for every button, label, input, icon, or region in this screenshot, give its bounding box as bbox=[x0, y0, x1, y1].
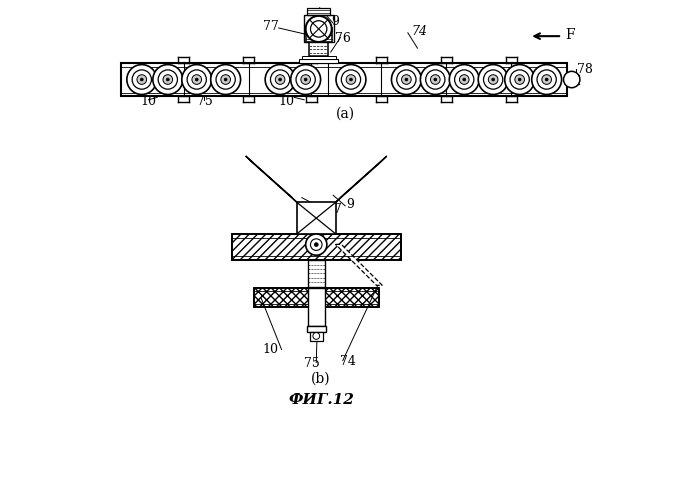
Bar bbox=[253, 288, 379, 307]
Circle shape bbox=[296, 70, 315, 89]
Circle shape bbox=[336, 65, 366, 94]
Circle shape bbox=[270, 70, 290, 89]
Circle shape bbox=[397, 70, 416, 89]
Circle shape bbox=[421, 65, 450, 94]
Circle shape bbox=[313, 333, 320, 339]
Circle shape bbox=[132, 70, 151, 89]
Polygon shape bbox=[335, 244, 382, 285]
Text: 78: 78 bbox=[577, 64, 592, 76]
Circle shape bbox=[463, 78, 466, 81]
Text: (b): (b) bbox=[312, 371, 331, 386]
Bar bbox=[307, 260, 325, 287]
Text: ФИГ.12: ФИГ.12 bbox=[288, 393, 354, 407]
Circle shape bbox=[542, 75, 552, 84]
Bar bbox=[121, 63, 567, 96]
Circle shape bbox=[426, 70, 445, 89]
Circle shape bbox=[346, 75, 356, 84]
Circle shape bbox=[195, 78, 198, 81]
Bar bbox=[307, 288, 325, 326]
Text: 10: 10 bbox=[141, 95, 157, 107]
Circle shape bbox=[306, 16, 332, 42]
Circle shape bbox=[449, 65, 480, 94]
Bar bbox=[297, 202, 335, 234]
Circle shape bbox=[167, 78, 169, 81]
Circle shape bbox=[140, 78, 143, 81]
Circle shape bbox=[265, 65, 295, 94]
Text: 77: 77 bbox=[262, 20, 279, 33]
Circle shape bbox=[311, 239, 322, 251]
Circle shape bbox=[224, 78, 227, 81]
Bar bbox=[253, 288, 379, 307]
Circle shape bbox=[182, 65, 211, 94]
Circle shape bbox=[342, 70, 360, 89]
Text: (a): (a) bbox=[335, 106, 355, 120]
Text: 76: 76 bbox=[335, 32, 351, 45]
Text: 74: 74 bbox=[340, 355, 356, 368]
Circle shape bbox=[391, 65, 421, 94]
Bar bbox=[306, 28, 332, 42]
Bar bbox=[304, 15, 334, 42]
Bar bbox=[232, 234, 400, 260]
Circle shape bbox=[518, 78, 521, 81]
Circle shape bbox=[489, 75, 498, 84]
Circle shape bbox=[314, 243, 318, 247]
Bar bbox=[232, 234, 400, 260]
Circle shape bbox=[430, 75, 440, 84]
Text: F: F bbox=[565, 28, 575, 42]
Circle shape bbox=[301, 75, 311, 84]
Text: 74: 74 bbox=[412, 25, 428, 38]
Bar bbox=[307, 8, 330, 15]
Text: 77: 77 bbox=[326, 203, 342, 216]
Text: 9: 9 bbox=[346, 199, 354, 211]
Circle shape bbox=[537, 70, 556, 89]
Text: 75: 75 bbox=[197, 95, 212, 107]
Circle shape bbox=[153, 65, 183, 94]
Text: 75: 75 bbox=[304, 358, 319, 370]
Circle shape bbox=[311, 21, 327, 37]
Bar bbox=[309, 42, 328, 56]
Circle shape bbox=[478, 65, 508, 94]
Circle shape bbox=[279, 78, 281, 81]
Circle shape bbox=[564, 71, 580, 88]
Bar bbox=[300, 59, 338, 63]
Circle shape bbox=[220, 75, 230, 84]
Circle shape bbox=[306, 234, 327, 255]
Polygon shape bbox=[246, 156, 297, 202]
Circle shape bbox=[505, 65, 535, 94]
Circle shape bbox=[510, 70, 529, 89]
Circle shape bbox=[434, 78, 437, 81]
Circle shape bbox=[187, 70, 206, 89]
Circle shape bbox=[402, 75, 411, 84]
Text: 9: 9 bbox=[332, 15, 340, 27]
Circle shape bbox=[211, 65, 241, 94]
Circle shape bbox=[454, 70, 474, 89]
Circle shape bbox=[405, 78, 408, 81]
Polygon shape bbox=[335, 156, 387, 202]
Circle shape bbox=[275, 75, 285, 84]
Circle shape bbox=[137, 75, 146, 84]
Circle shape bbox=[158, 70, 177, 89]
Circle shape bbox=[127, 65, 157, 94]
Circle shape bbox=[484, 70, 503, 89]
Circle shape bbox=[459, 75, 469, 84]
Bar bbox=[307, 326, 326, 332]
Circle shape bbox=[532, 65, 561, 94]
Circle shape bbox=[163, 75, 173, 84]
Bar bbox=[310, 332, 323, 341]
Circle shape bbox=[304, 78, 307, 81]
Circle shape bbox=[545, 78, 548, 81]
Circle shape bbox=[192, 75, 202, 84]
Circle shape bbox=[349, 78, 352, 81]
Bar bbox=[302, 56, 335, 59]
Circle shape bbox=[290, 65, 321, 94]
Text: 10: 10 bbox=[262, 343, 279, 356]
Circle shape bbox=[216, 70, 235, 89]
Text: 10: 10 bbox=[279, 95, 295, 107]
Circle shape bbox=[514, 75, 524, 84]
Circle shape bbox=[491, 78, 495, 81]
